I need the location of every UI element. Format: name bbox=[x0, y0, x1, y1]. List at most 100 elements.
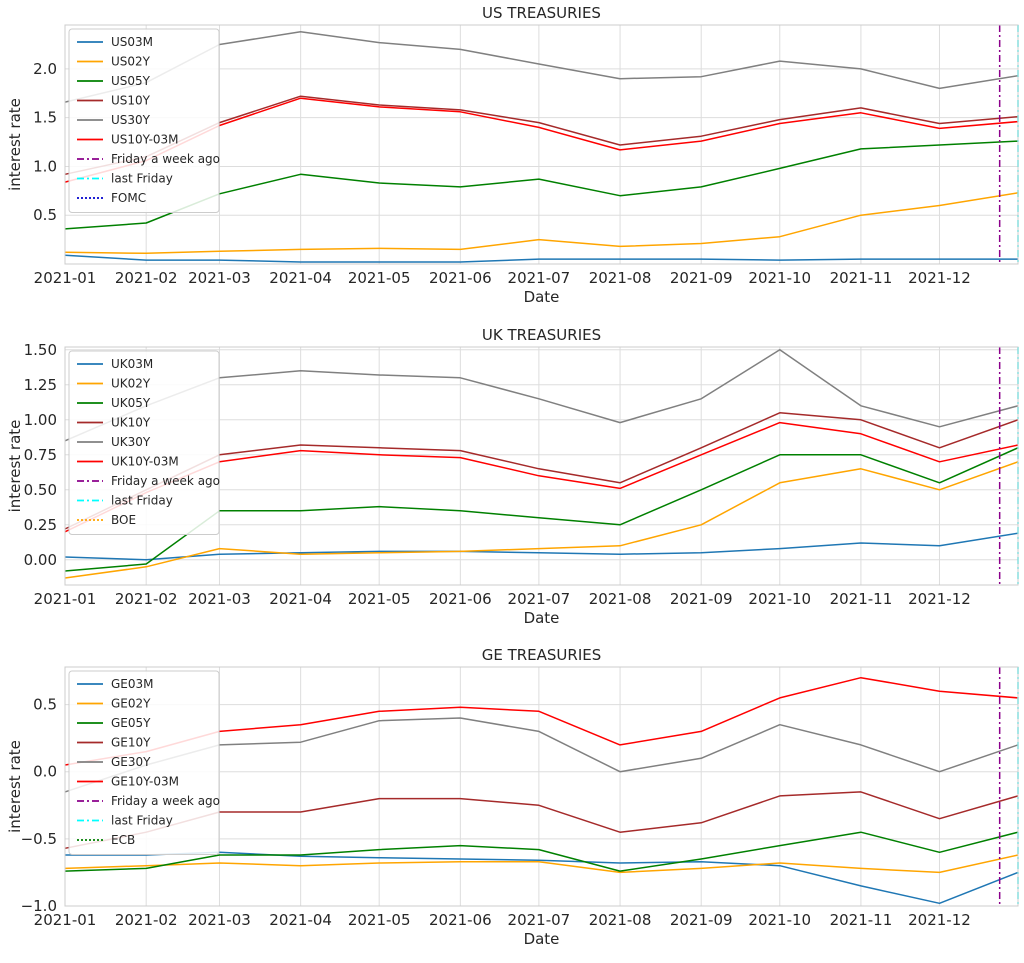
x-tick-label: 2021-08 bbox=[589, 911, 652, 929]
x-tick-label: 2021-04 bbox=[269, 911, 332, 929]
legend-label: UK30Y bbox=[111, 435, 151, 449]
legend-label: GE30Y bbox=[111, 755, 151, 769]
x-tick-label: 2021-11 bbox=[830, 911, 893, 929]
legend-label: US30Y bbox=[111, 113, 151, 127]
legend-label: US10Y bbox=[111, 94, 151, 108]
chart-title: GE TREASURIES bbox=[482, 646, 602, 664]
series-line-UK03M bbox=[64, 532, 1019, 561]
series-line-US03M bbox=[64, 254, 1018, 263]
x-tick-label: 2021-07 bbox=[508, 269, 571, 287]
y-axis-label: interest rate bbox=[6, 420, 24, 513]
x-tick-label: 2021-03 bbox=[188, 590, 251, 608]
legend-label: UK10Y bbox=[111, 416, 151, 430]
plot-area bbox=[65, 667, 1018, 906]
legend: GE03M GE02Y GE05Y GE10Y GE30Y GE10Y-03M Friday… bbox=[68, 670, 220, 855]
x-tick-label: 2021-11 bbox=[830, 269, 893, 287]
plot-frame bbox=[64, 666, 1019, 907]
y-tick-label: 1.5 bbox=[33, 109, 57, 127]
legend-box bbox=[68, 350, 220, 535]
y-tick-label: 1.00 bbox=[24, 411, 57, 429]
x-tick-label: 2021-01 bbox=[34, 269, 97, 287]
legend-label: Friday a week ago bbox=[111, 794, 220, 808]
legend-label: FOMC bbox=[111, 191, 146, 205]
legend: UK03M UK02Y UK05Y UK10Y UK30Y UK10Y-03M Friday… bbox=[68, 350, 220, 535]
x-tick-label: 2021-05 bbox=[348, 911, 411, 929]
legend-label: US05Y bbox=[111, 74, 151, 88]
legend-label: last Friday bbox=[111, 172, 173, 186]
chart-panel-1: 2021-01 2021-02 2021-03 2021-04 2021-05 2021-… bbox=[6, 326, 1019, 627]
legend-label: UK10Y-03M bbox=[111, 455, 179, 469]
chart-panel-2: 2021-01 2021-02 2021-03 2021-04 2021-05 2021-… bbox=[6, 646, 1019, 948]
legend-label: GE02Y bbox=[111, 697, 151, 711]
x-tick-label: 2021-10 bbox=[748, 269, 811, 287]
y-tick-label: 0.75 bbox=[24, 446, 57, 464]
legend-label: GE10Y bbox=[111, 736, 151, 750]
chart-title: UK TREASURIES bbox=[482, 326, 601, 344]
series-line-GE03M bbox=[65, 851, 1019, 905]
series-line-GE05Y bbox=[64, 831, 1019, 872]
legend-label: UK02Y bbox=[111, 377, 151, 391]
legend-label: Friday a week ago bbox=[111, 152, 220, 166]
y-tick-label: 0.00 bbox=[24, 551, 57, 569]
x-tick-label: 2021-01 bbox=[34, 911, 97, 929]
x-tick-label: 2021-02 bbox=[115, 911, 178, 929]
x-axis-label: Date bbox=[524, 930, 560, 948]
x-tick-label: 2021-12 bbox=[908, 911, 971, 929]
legend-label: last Friday bbox=[111, 494, 173, 508]
y-tick-label: 0.0 bbox=[33, 763, 57, 781]
x-tick-label: 2021-08 bbox=[589, 269, 652, 287]
legend-box bbox=[68, 670, 220, 855]
legend-label: BOE bbox=[111, 513, 136, 527]
chart-title: US TREASURIES bbox=[482, 4, 601, 22]
legend: US03M US02Y US05Y US10Y US30Y US10Y-03M Friday… bbox=[68, 28, 220, 213]
x-tick-label: 2021-04 bbox=[269, 269, 332, 287]
y-axis-label: interest rate bbox=[6, 740, 24, 833]
x-tick-label: 2021-03 bbox=[188, 269, 251, 287]
x-tick-label: 2021-02 bbox=[115, 590, 178, 608]
legend-box bbox=[68, 28, 220, 213]
legend-label: US10Y-03M bbox=[111, 133, 179, 147]
x-tick-label: 2021-12 bbox=[908, 590, 971, 608]
y-tick-label: −0.5 bbox=[21, 830, 57, 848]
x-tick-label: 2021-07 bbox=[508, 911, 571, 929]
x-tick-label: 2021-10 bbox=[748, 911, 811, 929]
x-tick-label: 2021-08 bbox=[589, 590, 652, 608]
x-tick-label: 2021-02 bbox=[115, 269, 178, 287]
y-tick-label: 0.25 bbox=[24, 516, 57, 534]
x-tick-label: 2021-09 bbox=[670, 590, 733, 608]
x-tick-label: 2021-06 bbox=[429, 269, 492, 287]
y-tick-label: 2.0 bbox=[33, 60, 57, 78]
legend-label: last Friday bbox=[111, 814, 173, 828]
series-line-US02Y bbox=[64, 192, 1019, 255]
x-tick-label: 2021-12 bbox=[908, 269, 971, 287]
x-axis-label: Date bbox=[524, 609, 560, 627]
x-tick-label: 2021-11 bbox=[830, 590, 893, 608]
x-tick-label: 2021-07 bbox=[508, 590, 571, 608]
x-tick-label: 2021-04 bbox=[269, 590, 332, 608]
x-tick-label: 2021-10 bbox=[748, 590, 811, 608]
legend-label: Friday a week ago bbox=[111, 474, 220, 488]
legend-label: US03M bbox=[111, 35, 153, 49]
series-line-GE02Y bbox=[64, 854, 1019, 874]
plot-frame bbox=[64, 346, 1019, 586]
y-tick-label: 0.5 bbox=[33, 696, 57, 714]
legend-label: UK05Y bbox=[111, 396, 151, 410]
plot-frame bbox=[64, 24, 1019, 265]
x-tick-label: 2021-06 bbox=[429, 590, 492, 608]
legend-label: UK03M bbox=[111, 357, 153, 371]
legend-label: ECB bbox=[111, 833, 135, 847]
x-tick-label: 2021-09 bbox=[670, 911, 733, 929]
x-tick-label: 2021-09 bbox=[670, 269, 733, 287]
legend-label: GE05Y bbox=[111, 716, 151, 730]
y-tick-label: 0.5 bbox=[33, 206, 57, 224]
x-axis-label: Date bbox=[524, 288, 560, 306]
plot-area bbox=[65, 347, 1018, 585]
x-tick-label: 2021-05 bbox=[348, 590, 411, 608]
legend-label: GE10Y-03M bbox=[111, 775, 179, 789]
y-tick-label: 0.50 bbox=[24, 481, 57, 499]
y-tick-label: −1.0 bbox=[21, 897, 57, 915]
x-tick-label: 2021-01 bbox=[34, 590, 97, 608]
series-line-UK02Y bbox=[64, 461, 1019, 579]
